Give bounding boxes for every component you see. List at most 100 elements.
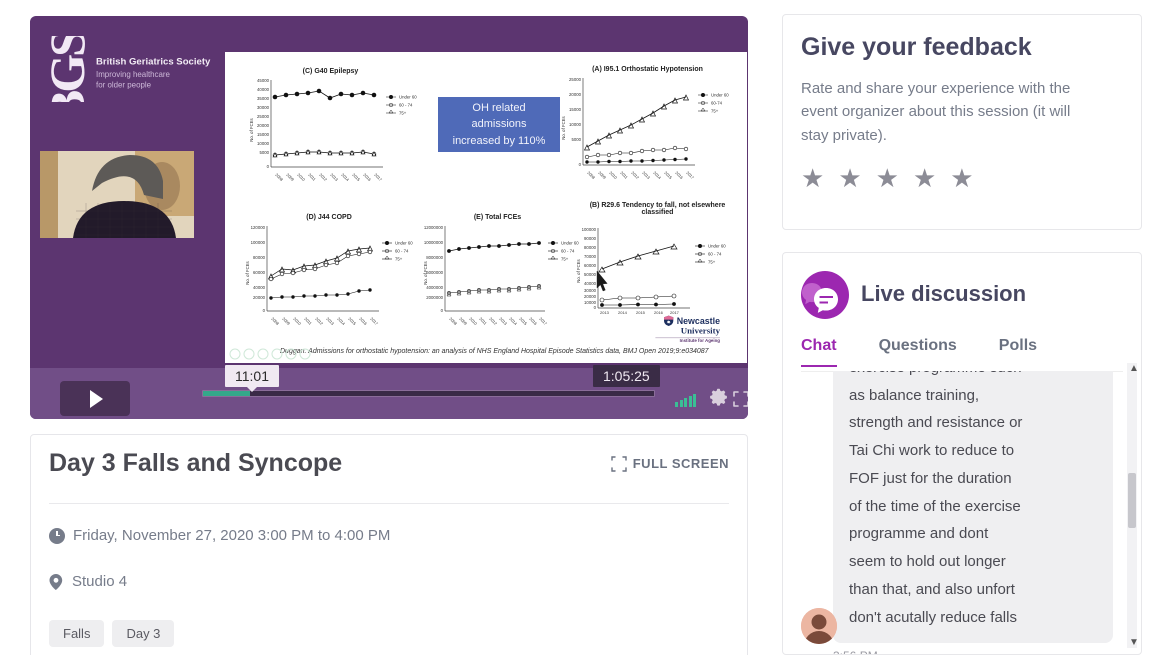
svg-text:No. of FCEs: No. of FCEs (249, 118, 254, 141)
svg-text:2015: 2015 (663, 170, 673, 180)
svg-text:2012: 2012 (630, 170, 640, 180)
svg-text:12000000: 12000000 (424, 225, 444, 230)
svg-text:No. of FCEs: No. of FCEs (423, 261, 428, 284)
svg-text:45000: 45000 (257, 78, 270, 83)
svg-text:2012: 2012 (488, 316, 498, 326)
svg-text:2010: 2010 (608, 170, 618, 180)
svg-text:2013: 2013 (641, 170, 651, 180)
svg-text:60000: 60000 (584, 263, 597, 268)
svg-text:20000: 20000 (584, 294, 597, 299)
svg-text:10000: 10000 (257, 141, 270, 146)
svg-text:80000: 80000 (253, 255, 266, 260)
svg-text:2017: 2017 (685, 170, 695, 180)
svg-text:10000: 10000 (569, 122, 582, 127)
svg-text:8000000: 8000000 (426, 255, 443, 260)
svg-text:70000: 70000 (584, 254, 597, 259)
svg-text:2014: 2014 (336, 316, 346, 326)
svg-text:0: 0 (441, 308, 444, 313)
svg-text:2012: 2012 (318, 172, 328, 182)
svg-text:75+: 75+ (395, 257, 403, 262)
svg-text:20000: 20000 (257, 123, 270, 128)
svg-text:No. of FCEs: No. of FCEs (245, 261, 250, 284)
svg-text:25000: 25000 (257, 114, 270, 119)
svg-text:15000: 15000 (257, 132, 270, 137)
svg-text:50000: 50000 (584, 272, 597, 277)
svg-text:2011: 2011 (619, 170, 629, 180)
svg-text:2011: 2011 (307, 172, 317, 182)
svg-text:30000: 30000 (257, 105, 270, 110)
svg-text:15000: 15000 (569, 107, 582, 112)
svg-text:2011: 2011 (478, 316, 488, 326)
svg-text:4000000: 4000000 (426, 285, 443, 290)
svg-text:2015: 2015 (518, 316, 528, 326)
svg-text:2009: 2009 (597, 170, 607, 180)
svg-text:100000: 100000 (582, 227, 597, 232)
svg-text:30000: 30000 (584, 288, 597, 293)
svg-text:90000: 90000 (584, 236, 597, 241)
svg-text:2010: 2010 (296, 172, 306, 182)
svg-text:No. of FCEs: No. of FCEs (576, 259, 581, 282)
svg-text:2013: 2013 (600, 310, 610, 315)
svg-text:75+: 75+ (711, 109, 719, 114)
svg-text:2016: 2016 (362, 172, 372, 182)
svg-text:35000: 35000 (257, 96, 270, 101)
svg-text:2017: 2017 (538, 316, 548, 326)
svg-text:Under 60: Under 60 (399, 95, 417, 100)
svg-text:0: 0 (594, 305, 597, 310)
svg-text:No. of FCEs: No. of FCEs (561, 116, 566, 139)
svg-text:2011: 2011 (303, 316, 313, 326)
svg-text:2013: 2013 (329, 172, 339, 182)
svg-text:2015: 2015 (636, 310, 646, 315)
svg-text:60 - 74: 60 - 74 (395, 249, 409, 254)
svg-text:2015: 2015 (351, 172, 361, 182)
svg-text:75+: 75+ (561, 257, 569, 262)
svg-text:0: 0 (579, 162, 582, 167)
svg-text:2009: 2009 (458, 316, 468, 326)
svg-text:0: 0 (263, 308, 266, 313)
svg-text:6000000: 6000000 (426, 270, 443, 275)
svg-text:Under 60: Under 60 (395, 241, 413, 246)
svg-text:2008: 2008 (448, 316, 458, 326)
svg-text:2017: 2017 (369, 316, 379, 326)
svg-text:10000000: 10000000 (424, 240, 444, 245)
svg-text:2016: 2016 (674, 170, 684, 180)
svg-text:2014: 2014 (652, 170, 662, 180)
svg-text:80000: 80000 (584, 245, 597, 250)
svg-text:2009: 2009 (281, 316, 291, 326)
svg-text:40000: 40000 (253, 285, 266, 290)
svg-text:5000: 5000 (259, 150, 269, 155)
svg-text:40000: 40000 (584, 281, 597, 286)
svg-text:2012: 2012 (314, 316, 324, 326)
svg-text:2009: 2009 (285, 172, 295, 182)
svg-text:60 - 74: 60 - 74 (708, 252, 722, 257)
svg-text:2013: 2013 (325, 316, 335, 326)
svg-text:2008: 2008 (274, 172, 284, 182)
svg-text:Under 60: Under 60 (708, 244, 726, 249)
svg-text:2016: 2016 (358, 316, 368, 326)
svg-text:5000: 5000 (571, 137, 581, 142)
svg-text:75+: 75+ (708, 260, 716, 265)
svg-text:2010: 2010 (468, 316, 478, 326)
svg-text:2014: 2014 (340, 172, 350, 182)
svg-text:2015: 2015 (347, 316, 357, 326)
svg-text:2014: 2014 (618, 310, 628, 315)
svg-text:75+: 75+ (399, 111, 407, 116)
svg-text:2016: 2016 (528, 316, 538, 326)
svg-text:120000: 120000 (251, 225, 266, 230)
svg-text:2008: 2008 (586, 170, 596, 180)
svg-text:25000: 25000 (569, 77, 582, 82)
svg-text:2013: 2013 (498, 316, 508, 326)
svg-text:2010: 2010 (292, 316, 302, 326)
svg-text:60 - 74: 60 - 74 (399, 103, 413, 108)
svg-text:20000: 20000 (253, 295, 266, 300)
svg-text:Under 60: Under 60 (711, 93, 729, 98)
svg-text:60000: 60000 (253, 270, 266, 275)
svg-text:2000000: 2000000 (426, 295, 443, 300)
svg-text:2008: 2008 (270, 316, 280, 326)
svg-text:2014: 2014 (508, 316, 518, 326)
svg-text:100000: 100000 (251, 240, 266, 245)
svg-text:40000: 40000 (257, 87, 270, 92)
svg-text:60-74: 60-74 (711, 101, 723, 106)
svg-text:2017: 2017 (373, 172, 383, 182)
svg-text:0: 0 (267, 164, 270, 169)
